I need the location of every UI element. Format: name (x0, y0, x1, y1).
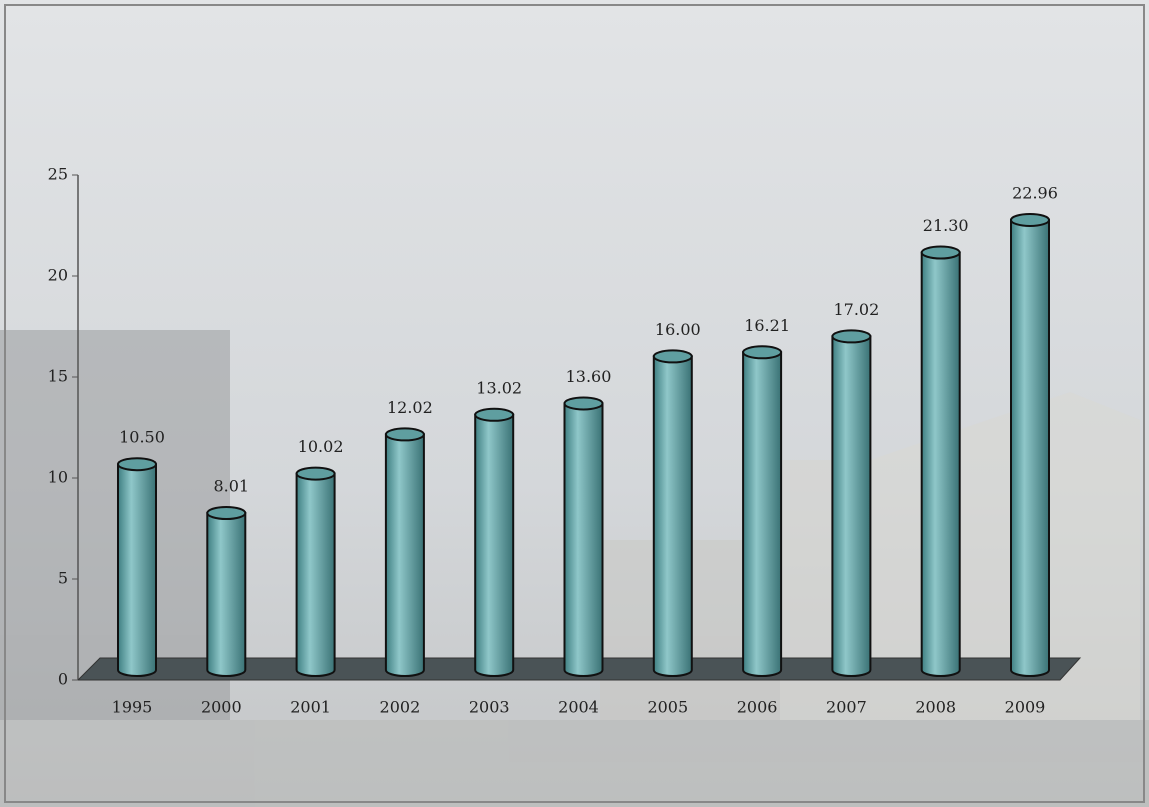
bar-top (1010, 212, 1050, 227)
bar-top (474, 407, 515, 422)
x-tick-label: 2004 (558, 698, 599, 717)
value-label: 10.50 (119, 428, 165, 447)
y-tick-label: 25 (48, 165, 68, 184)
value-label: 21.30 (923, 216, 969, 235)
value-label: 16.00 (655, 320, 701, 339)
bar-top (206, 506, 247, 521)
bar (563, 402, 604, 677)
value-label: 16.21 (744, 316, 790, 335)
bar (117, 463, 157, 677)
x-tick-label: 2008 (915, 698, 956, 717)
value-label: 8.01 (213, 477, 249, 496)
value-label: 12.02 (387, 398, 433, 417)
bar-top (652, 349, 693, 364)
y-tick-label: 10 (48, 468, 68, 487)
bar (652, 355, 693, 677)
bar (742, 351, 783, 677)
frame (4, 4, 1145, 803)
value-label: 13.60 (566, 367, 612, 386)
x-tick-label: 2001 (290, 698, 331, 717)
x-tick-label: 2003 (469, 698, 510, 717)
bar (831, 335, 872, 677)
bar-top (295, 466, 336, 481)
y-tick-label: 15 (48, 367, 68, 386)
x-tick-label: 2002 (380, 698, 421, 717)
y-tick-label: 20 (48, 266, 68, 285)
x-tick-label: 1995 (112, 698, 153, 717)
value-label: 10.02 (298, 437, 344, 456)
bar (920, 251, 961, 677)
bar-top (831, 329, 872, 344)
bar-top (384, 427, 425, 442)
y-tick-label: 0 (58, 670, 68, 689)
bar (295, 472, 336, 677)
bar-top (117, 457, 157, 472)
x-tick-label: 2009 (1005, 698, 1046, 717)
x-tick-label: 2007 (826, 698, 867, 717)
bar-top (742, 345, 783, 360)
value-label: 13.02 (476, 378, 522, 397)
y-tick-label: 5 (58, 569, 68, 588)
x-tick-label: 2000 (201, 698, 242, 717)
bar (206, 512, 247, 677)
bar-top (563, 396, 604, 411)
value-label: 17.02 (833, 300, 879, 319)
bar (384, 433, 425, 677)
x-tick-label: 2006 (737, 698, 778, 717)
bar (474, 413, 515, 677)
value-label: 22.96 (1012, 183, 1058, 202)
x-tick-label: 2005 (647, 698, 688, 717)
bar-top (920, 245, 961, 260)
bar (1010, 218, 1050, 677)
